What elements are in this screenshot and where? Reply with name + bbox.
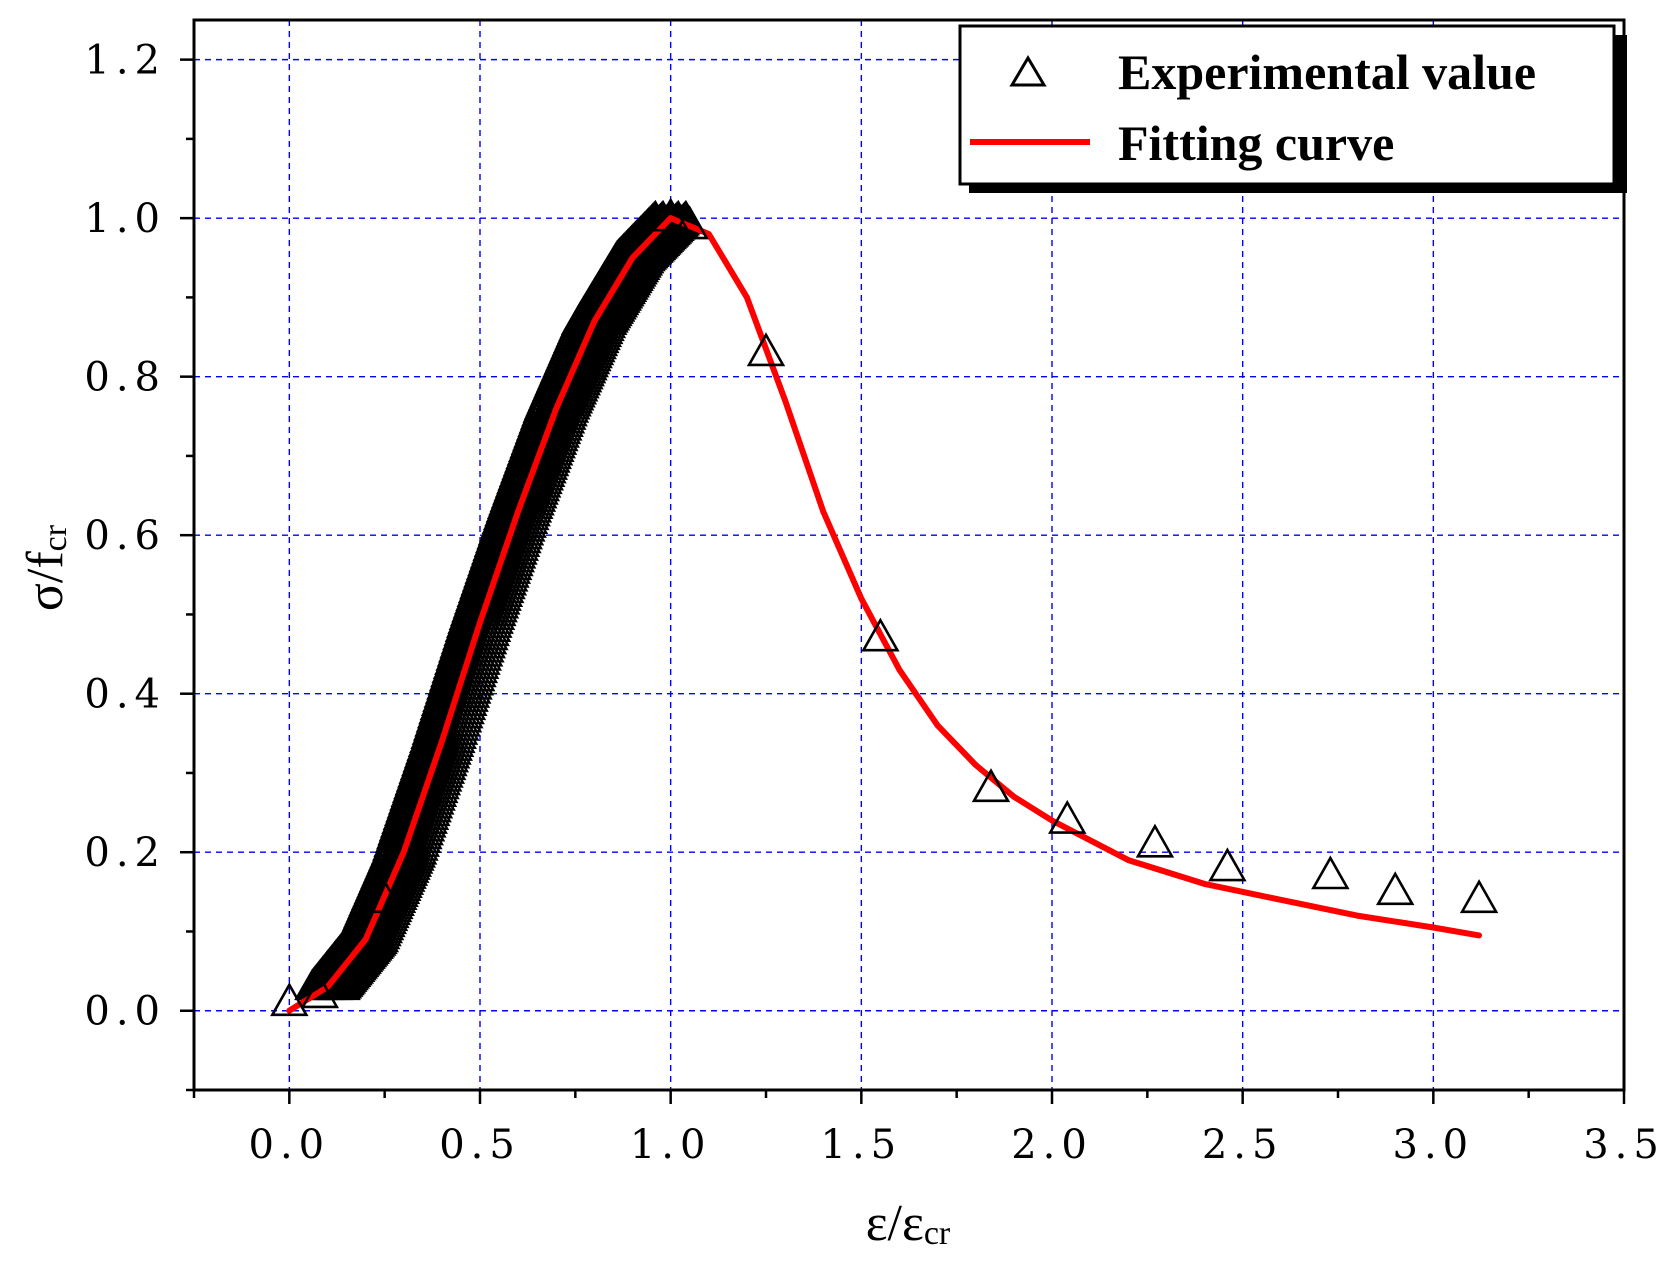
- experimental-point: [300, 974, 340, 1009]
- experimental-point: [861, 617, 900, 652]
- legend-triangle-icon: [1009, 55, 1047, 87]
- y-axis-title: σ/fcr: [17, 524, 74, 611]
- x-axis-title: ε/εcr: [866, 1195, 951, 1252]
- y-tick-label: 0.0: [84, 989, 166, 1035]
- y-ticks: 0.0 0.2 0.4 0.6 0.8 1.0 1.2: [84, 38, 194, 1092]
- fitting-curve-group: [286, 215, 1483, 1014]
- experimental-point: [971, 768, 1011, 803]
- experimental-point: [1208, 847, 1247, 882]
- experimental-point: [365, 879, 404, 914]
- experimental-point: [746, 332, 786, 367]
- axes: [192, 18, 1626, 1092]
- experimental-point: [1375, 871, 1415, 906]
- y-tick-label: 1.0: [84, 196, 166, 242]
- x-tick-label: 1.5: [821, 1122, 903, 1168]
- y-tick-label: 0.6: [84, 513, 166, 559]
- experimental-point: [1311, 855, 1350, 890]
- y-tick-label: 0.2: [84, 830, 166, 876]
- y-tick-label: 0.4: [84, 672, 166, 718]
- experimental-point: [270, 982, 309, 1017]
- plot-frame: [192, 18, 1626, 1092]
- experimental-point: [670, 205, 709, 240]
- y-tick-label: 0.8: [84, 355, 166, 401]
- experimental-point: [651, 197, 690, 232]
- legend: Experimental value Fitting curve: [958, 24, 1627, 193]
- x-tick-label: 2.0: [1011, 1122, 1093, 1168]
- x-tick-label: 1.0: [630, 1122, 712, 1168]
- x-tick-label: 3.5: [1583, 1122, 1665, 1168]
- x-tick-label: 0.5: [439, 1122, 521, 1168]
- experimental-point: [1135, 823, 1175, 858]
- experimental-point: [1459, 879, 1499, 914]
- legend-label-fitting: Fitting curve: [1118, 115, 1394, 171]
- fitting-curve: [286, 215, 1483, 1014]
- experimental-markers: [270, 197, 1499, 1017]
- x-tick-label: 3.0: [1393, 1122, 1475, 1168]
- x-ticks: 0.0 0.5 1.0 1.5 2.0 2.5 3.0 3.5: [192, 1090, 1665, 1168]
- x-tick-label: 0.0: [249, 1122, 331, 1168]
- x-tick-label: 2.5: [1202, 1122, 1284, 1168]
- legend-label-experimental: Experimental value: [1118, 44, 1536, 100]
- experimental-point: [1048, 799, 1087, 834]
- y-tick-label: 1.2: [84, 38, 166, 84]
- legend-box: [958, 24, 1616, 186]
